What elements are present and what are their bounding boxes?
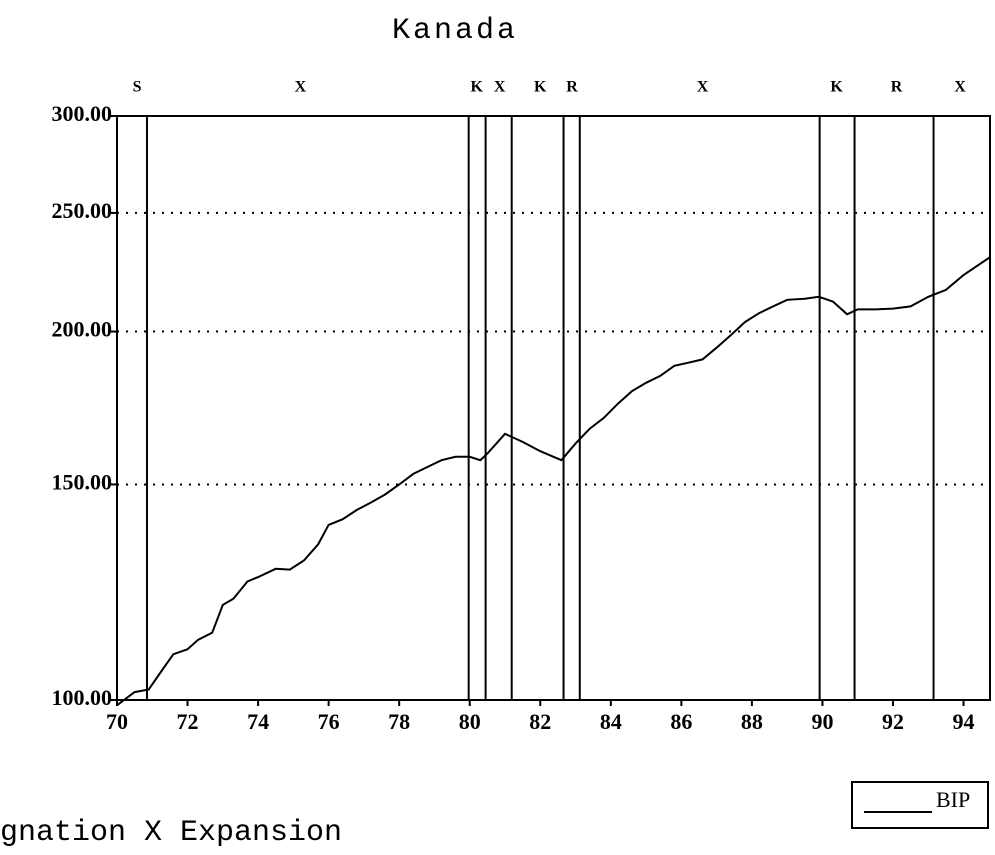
chart-title: Kanada <box>392 14 518 48</box>
regime-label: X <box>697 79 709 96</box>
x-tick-label: 78 <box>388 709 410 734</box>
regime-label: R <box>566 79 578 96</box>
x-tick-label: 84 <box>600 709 622 734</box>
x-tick-label: 80 <box>459 709 481 734</box>
legend-box <box>851 781 989 829</box>
x-tick-label: 72 <box>177 709 199 734</box>
y-tick-label: 250.00 <box>52 198 113 223</box>
regime-label: K <box>471 79 484 96</box>
regime-label: S <box>133 79 142 96</box>
x-tick-label: 92 <box>882 709 904 734</box>
x-tick-label: 70 <box>106 709 128 734</box>
y-tick-label: 100.00 <box>52 685 113 710</box>
y-tick-label: 300.00 <box>52 101 113 126</box>
line <box>116 256 991 707</box>
regime-label: K <box>534 79 547 96</box>
legend-label: BIP <box>936 787 970 812</box>
regime-label: X <box>494 79 506 96</box>
x-tick-label: 76 <box>318 709 340 734</box>
x-tick-label: 88 <box>741 709 763 734</box>
x-tick-label: 74 <box>247 709 269 734</box>
x-tick-label: 82 <box>529 709 551 734</box>
regime-label: X <box>954 79 966 96</box>
regime-label: X <box>295 79 307 96</box>
y-tick-label: 150.00 <box>52 470 113 495</box>
x-tick-label: 90 <box>811 709 833 734</box>
plot-frame <box>116 115 991 701</box>
x-tick-label: 94 <box>953 709 975 734</box>
regime-label: R <box>891 79 903 96</box>
y-tick-label: 200.00 <box>52 317 113 342</box>
footnote: gnation X Expansion <box>0 816 342 850</box>
x-tick-label: 86 <box>670 709 692 734</box>
regime-label: K <box>830 79 843 96</box>
